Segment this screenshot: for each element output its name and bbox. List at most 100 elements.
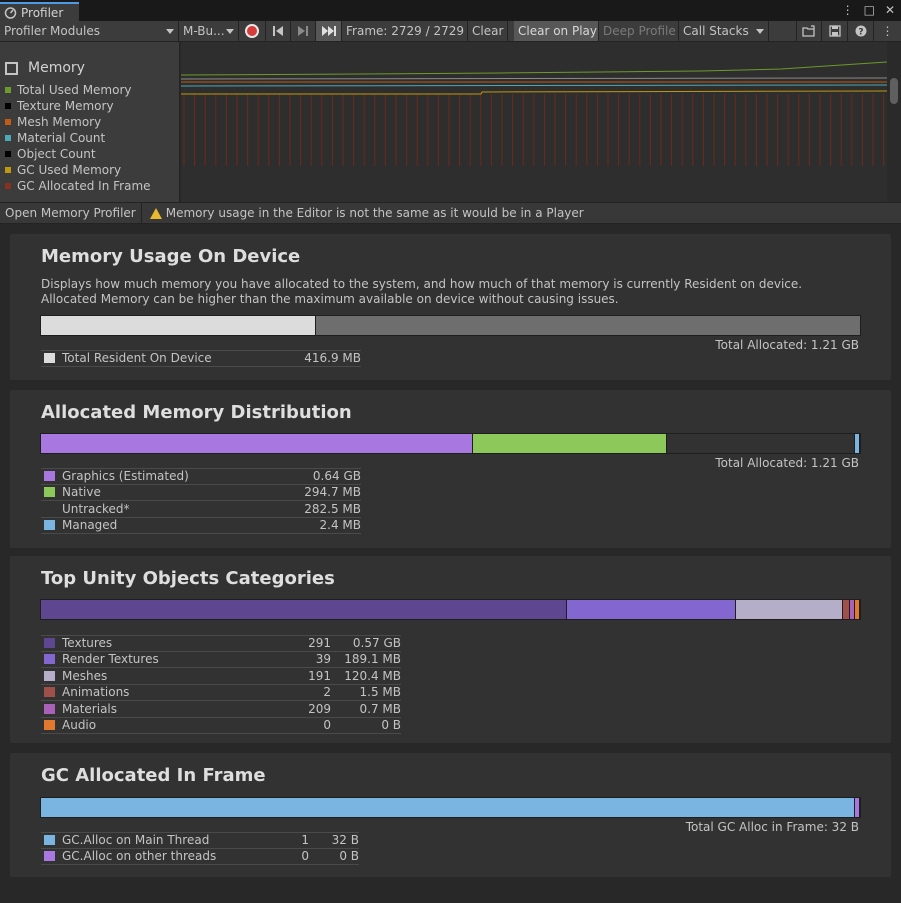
- table-row[interactable]: Managed 2.4 MB: [41, 518, 361, 534]
- legend-swatch: [5, 167, 11, 173]
- gc-bar[interactable]: [40, 797, 861, 818]
- row-value: 0 B: [339, 849, 359, 864]
- table-row[interactable]: Textures 291 0.57 GB: [41, 635, 401, 652]
- legend-swatch: [44, 720, 55, 731]
- legend-swatch: [44, 471, 55, 482]
- resident-segment[interactable]: [41, 316, 316, 335]
- legend-label: Object Count: [17, 147, 96, 161]
- row-name: Audio: [62, 718, 97, 733]
- category-segment-audio[interactable]: [855, 600, 860, 619]
- target-label: M-Bu...: [183, 24, 225, 38]
- tab-profiler[interactable]: Profiler: [0, 2, 79, 21]
- gc-segment-gc-alloc-on-main-thread[interactable]: [41, 798, 855, 817]
- tab-label: Profiler: [21, 5, 64, 20]
- row-name: Managed: [62, 518, 118, 533]
- legend-swatch: [44, 687, 55, 698]
- gc-segment-gc-alloc-on-other-threads[interactable]: [855, 798, 860, 817]
- category-segment-render-textures[interactable]: [567, 600, 736, 619]
- save-button[interactable]: [822, 21, 848, 41]
- row-value: 294.7 MB: [304, 485, 361, 500]
- category-segment-animations[interactable]: [843, 600, 850, 619]
- category-segment-textures[interactable]: [41, 600, 567, 619]
- categories-bar[interactable]: [40, 599, 861, 620]
- legend-item-material-count[interactable]: Material Count: [5, 130, 151, 146]
- memory-timeline-graph[interactable]: [181, 42, 887, 202]
- row-count: 291: [308, 636, 331, 651]
- device-table: Total Resident On Device 416.9 MB: [41, 350, 361, 367]
- table-row[interactable]: Audio 0 0 B: [41, 718, 401, 734]
- clear-on-play-toggle[interactable]: Clear on Play: [514, 21, 599, 41]
- record-icon: [245, 24, 259, 38]
- help-button[interactable]: ?: [848, 21, 874, 41]
- table-row[interactable]: Native 294.7 MB: [41, 485, 361, 501]
- material-line: [181, 84, 887, 87]
- current-frame-button[interactable]: [316, 21, 342, 41]
- legend-item-texture[interactable]: Texture Memory: [5, 98, 151, 114]
- chevron-down-icon: [756, 28, 764, 34]
- memory-chip-icon: [5, 61, 18, 75]
- distribution-segment-managed[interactable]: [855, 434, 860, 453]
- row-name: Animations: [62, 685, 130, 700]
- load-button[interactable]: [796, 21, 822, 41]
- table-row[interactable]: Materials 209 0.7 MB: [41, 701, 401, 718]
- row-count: 0: [323, 718, 331, 733]
- legend-label: GC Used Memory: [17, 163, 122, 177]
- scrollbar-thumb[interactable]: [890, 78, 898, 104]
- open-memory-profiler-label: Open Memory Profiler: [5, 206, 136, 220]
- window-tab-bar: Profiler ⋮ □ ✕: [0, 0, 901, 21]
- legend-item-gc-allocated[interactable]: GC Allocated In Frame: [5, 178, 151, 194]
- table-row[interactable]: GC.Alloc on other threads 0 0 B: [41, 849, 359, 865]
- legend-swatch: [44, 487, 55, 498]
- call-stacks-dropdown[interactable]: Call Stacks: [679, 21, 769, 41]
- memory-usage-panel: Memory Usage On Device Displays how much…: [10, 234, 891, 380]
- close-icon[interactable]: ✕: [884, 3, 895, 17]
- maximize-icon[interactable]: □: [863, 3, 875, 17]
- legend-swatch: [5, 151, 11, 157]
- row-name: Textures: [62, 636, 113, 651]
- target-dropdown[interactable]: M-Bu...: [179, 21, 239, 41]
- clear-button[interactable]: Clear: [468, 21, 508, 41]
- window-menu-icon[interactable]: ⋮: [841, 3, 854, 17]
- category-segment-materials[interactable]: [850, 600, 855, 619]
- table-row[interactable]: Graphics (Estimated) 0.64 GB: [41, 468, 361, 485]
- row-name: Total Resident On Device: [62, 351, 212, 366]
- record-button[interactable]: [239, 21, 266, 41]
- table-row[interactable]: Untracked* 282.5 MB: [41, 501, 361, 518]
- kebab-menu-icon: ⋮: [881, 24, 894, 38]
- distribution-segment-untracked[interactable]: [667, 434, 855, 453]
- distribution-bar[interactable]: [40, 433, 861, 454]
- legend-item-gc-used[interactable]: GC Used Memory: [5, 162, 151, 178]
- legend-item-object-count[interactable]: Object Count: [5, 146, 151, 162]
- legend-item-mesh[interactable]: Mesh Memory: [5, 114, 151, 130]
- distribution-segment-native[interactable]: [473, 434, 667, 453]
- table-row[interactable]: GC.Alloc on Main Thread 1 32 B: [41, 832, 359, 849]
- memory-module-panel[interactable]: Memory Total Used Memory Texture Memory …: [0, 42, 180, 202]
- resident-bar[interactable]: [40, 315, 861, 336]
- table-row[interactable]: Meshes 191 120.4 MB: [41, 668, 401, 685]
- distribution-segment-graphics-estimated[interactable]: [41, 434, 473, 453]
- toolbar-menu-button[interactable]: ⋮: [874, 21, 901, 41]
- deep-profile-toggle[interactable]: Deep Profile: [599, 21, 679, 41]
- row-value: 0 B: [381, 718, 401, 733]
- distribution-table: Graphics (Estimated) 0.64 GB Native 294.7 M…: [41, 468, 361, 534]
- memory-status-strip: Open Memory Profiler Memory usage in the…: [0, 202, 901, 224]
- module-scrollbar[interactable]: [887, 42, 901, 202]
- category-segment-meshes[interactable]: [736, 600, 843, 619]
- table-row[interactable]: Animations 2 1.5 MB: [41, 685, 401, 701]
- row-name: Render Textures: [62, 652, 159, 667]
- table-row[interactable]: Total Resident On Device 416.9 MB: [41, 350, 361, 367]
- profiler-modules-dropdown[interactable]: Profiler Modules: [0, 21, 179, 41]
- memory-usage-description: Displays how much memory you have alloca…: [41, 277, 803, 306]
- row-value: 0.64 GB: [312, 469, 361, 484]
- distribution-title: Allocated Memory Distribution: [41, 402, 352, 423]
- table-row[interactable]: Render Textures 39 189.1 MB: [41, 652, 401, 668]
- row-name: Untracked*: [62, 501, 130, 516]
- memory-module-header: Memory: [5, 60, 85, 76]
- legend-swatch: [5, 119, 11, 125]
- deep-profile-label: Deep Profile: [603, 24, 676, 38]
- legend-item-total-used[interactable]: Total Used Memory: [5, 82, 151, 98]
- legend-swatch: [44, 504, 55, 514]
- open-memory-profiler-button[interactable]: Open Memory Profiler: [0, 203, 142, 223]
- next-frame-button[interactable]: [291, 21, 316, 41]
- first-frame-button[interactable]: [266, 21, 291, 41]
